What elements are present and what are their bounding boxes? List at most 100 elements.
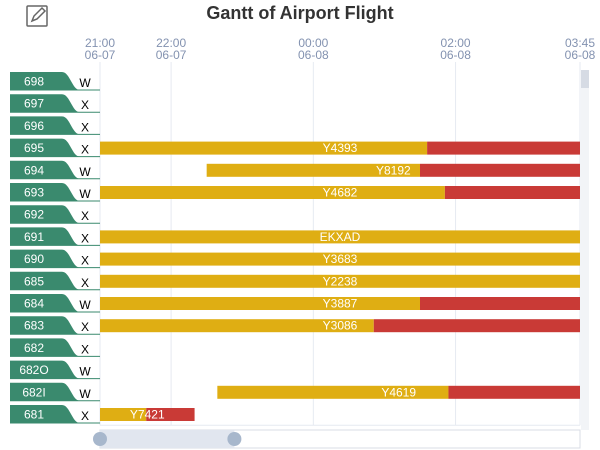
gate-number: 698 bbox=[24, 75, 44, 89]
flight-label: Y3086 bbox=[323, 319, 358, 333]
x-tick-time: 02:00 bbox=[441, 36, 471, 50]
flight-bar-Y3086[interactable]: Y3086 bbox=[100, 319, 580, 333]
x-tick-date: 06-08 bbox=[440, 48, 471, 62]
gate-row-690: 690 X bbox=[10, 249, 100, 269]
flight-segment-primary[interactable] bbox=[100, 141, 428, 155]
gate-type: X bbox=[81, 143, 89, 157]
gate-badge bbox=[10, 72, 100, 90]
flight-bar-Y3887[interactable]: Y3887 bbox=[100, 297, 580, 311]
flight-label: Y4393 bbox=[323, 141, 358, 155]
flight-bar-Y3683[interactable]: Y3683 bbox=[100, 252, 580, 266]
gate-type: X bbox=[81, 342, 89, 356]
zoom-end-handle[interactable] bbox=[227, 432, 242, 446]
vertical-scroll-thumb[interactable] bbox=[581, 70, 589, 88]
flight-bar-Y4682[interactable]: Y4682 bbox=[100, 186, 580, 200]
gate-row-682: 682 X bbox=[10, 338, 100, 357]
gate-badge bbox=[10, 271, 100, 290]
flight-segment-secondary[interactable] bbox=[146, 408, 195, 421]
gate-row-682I: 682I W bbox=[10, 382, 100, 402]
flight-label: Y2238 bbox=[323, 274, 358, 288]
flight-segment-secondary[interactable] bbox=[448, 385, 580, 399]
vertical-scroll-track[interactable] bbox=[581, 70, 589, 430]
gate-badge bbox=[10, 116, 100, 135]
gate-row-695: 695 X bbox=[10, 138, 100, 158]
gate-badge bbox=[10, 160, 100, 179]
flight-bar-Y2238[interactable]: Y2238 bbox=[100, 274, 580, 288]
gate-type: X bbox=[81, 98, 89, 112]
gate-row-692: 692 X bbox=[10, 205, 100, 224]
gate-row-696: 696 X bbox=[10, 116, 100, 135]
flight-bar-EKXAD[interactable]: EKXAD bbox=[100, 230, 580, 244]
gate-number: 693 bbox=[24, 186, 44, 200]
x-tick-date: 06-07 bbox=[156, 48, 187, 62]
flight-segment-primary[interactable] bbox=[100, 252, 580, 266]
gate-type: W bbox=[79, 76, 91, 90]
gate-badge bbox=[10, 227, 100, 246]
data-zoom-slider[interactable] bbox=[93, 429, 581, 449]
gate-badge bbox=[10, 138, 100, 157]
x-tick-date: 06-08 bbox=[298, 48, 329, 62]
gate-type: W bbox=[79, 187, 91, 201]
gate-row-682O: 682O W bbox=[10, 360, 100, 380]
flight-bar-Y4393[interactable]: Y4393 bbox=[100, 141, 580, 155]
zoom-selected-range[interactable] bbox=[100, 430, 235, 448]
gate-badge bbox=[10, 183, 100, 201]
flight-label: Y7421 bbox=[130, 408, 165, 422]
gate-number: 682 bbox=[24, 341, 44, 355]
gate-number: 692 bbox=[24, 208, 44, 222]
gate-number: 681 bbox=[24, 408, 44, 422]
gate-badge bbox=[10, 94, 100, 113]
flight-segment-secondary[interactable] bbox=[444, 186, 580, 199]
gate-number: 685 bbox=[24, 274, 44, 288]
gate-type: X bbox=[81, 209, 89, 223]
gate-number: 694 bbox=[24, 163, 44, 177]
flight-segment-primary[interactable] bbox=[206, 163, 420, 177]
x-tick-date: 06-07 bbox=[85, 48, 116, 62]
gate-type: W bbox=[79, 365, 91, 379]
gate-row-685: 685 X bbox=[10, 271, 100, 291]
chart-title: Gantt of Airport Flight bbox=[206, 3, 393, 23]
flight-segment-secondary[interactable] bbox=[420, 297, 580, 310]
gate-row-697: 697 X bbox=[10, 94, 100, 113]
flight-bar-Y7421[interactable]: Y7421 bbox=[100, 408, 195, 422]
gate-number: 691 bbox=[24, 230, 44, 244]
gate-labels: 698 W 697 X 696 X 695 X 694 W 693 W 692 X 691 X 690 X 685 X… bbox=[10, 72, 100, 424]
flight-segment-secondary[interactable] bbox=[427, 141, 580, 155]
flight-segment-secondary[interactable] bbox=[420, 163, 580, 177]
gate-type: W bbox=[79, 387, 91, 401]
gate-row-683: 683 X bbox=[10, 316, 100, 335]
flight-bars: Y4393 Y8192 Y4682 EKXAD Y3683 Y2238 Y3887 Y3086… bbox=[100, 141, 580, 422]
gate-type: W bbox=[79, 298, 91, 312]
flight-segment-primary[interactable] bbox=[100, 319, 374, 333]
flight-segment-primary[interactable] bbox=[100, 274, 580, 288]
gate-badge bbox=[10, 249, 100, 268]
flight-segment-primary[interactable] bbox=[100, 230, 580, 244]
flight-segment-primary[interactable] bbox=[217, 385, 449, 399]
zoom-start-handle[interactable] bbox=[93, 432, 107, 446]
edit-icon[interactable] bbox=[26, 5, 48, 27]
gate-row-693: 693 W bbox=[10, 183, 100, 202]
gate-type: X bbox=[81, 231, 89, 245]
gate-badge bbox=[10, 294, 100, 312]
x-axis-ticks: 21:0006-0722:0006-0700:0006-0802:0006-08… bbox=[85, 36, 596, 62]
gate-badge bbox=[10, 338, 100, 357]
gate-type: X bbox=[81, 120, 89, 134]
flight-label: Y3683 bbox=[323, 252, 358, 266]
flight-label: Y8192 bbox=[376, 163, 411, 177]
grid-lines bbox=[99, 62, 581, 426]
gate-number: 682O bbox=[19, 363, 48, 377]
gate-number: 696 bbox=[24, 119, 44, 133]
flight-segment-primary[interactable] bbox=[100, 408, 147, 421]
gate-badge bbox=[10, 205, 100, 224]
flight-segment-primary[interactable] bbox=[100, 297, 420, 310]
flight-bar-Y4619[interactable]: Y4619 bbox=[217, 385, 580, 399]
flight-bar-Y8192[interactable]: Y8192 bbox=[206, 163, 580, 177]
flight-segment-secondary[interactable] bbox=[373, 319, 580, 333]
x-tick-time: 21:00 bbox=[85, 36, 115, 50]
flight-segment-primary[interactable] bbox=[100, 186, 445, 199]
gate-badge bbox=[10, 382, 100, 401]
flight-label: Y4682 bbox=[323, 186, 358, 200]
gate-row-691: 691 X bbox=[10, 227, 100, 246]
gate-number: 684 bbox=[24, 297, 44, 311]
